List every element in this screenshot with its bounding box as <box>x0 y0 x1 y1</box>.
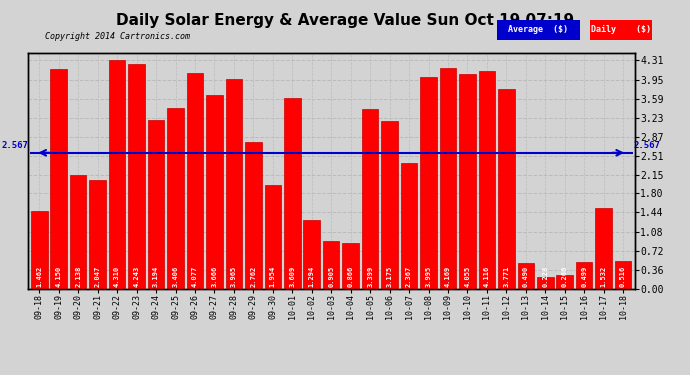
Bar <box>304 220 320 289</box>
Bar <box>109 60 126 289</box>
Text: 3.399: 3.399 <box>367 266 373 287</box>
Bar <box>323 241 339 289</box>
Text: 2.367: 2.367 <box>406 266 412 287</box>
Bar <box>537 277 553 289</box>
Bar <box>245 142 262 289</box>
Text: 0.499: 0.499 <box>581 266 587 287</box>
Bar <box>362 109 378 289</box>
Text: 3.406: 3.406 <box>172 266 179 287</box>
Text: 4.077: 4.077 <box>192 266 198 287</box>
Bar <box>479 71 495 289</box>
Bar <box>595 208 612 289</box>
Text: Daily Solar Energy & Average Value Sun Oct 19 07:19: Daily Solar Energy & Average Value Sun O… <box>116 13 574 28</box>
Bar <box>90 180 106 289</box>
Text: 2.567: 2.567 <box>634 141 661 150</box>
Bar <box>206 94 223 289</box>
Text: 4.150: 4.150 <box>56 266 61 287</box>
Bar <box>401 164 417 289</box>
Text: 2.047: 2.047 <box>95 266 101 287</box>
Text: Copyright 2014 Cartronics.com: Copyright 2014 Cartronics.com <box>45 32 190 41</box>
Bar <box>148 120 164 289</box>
Bar <box>518 263 534 289</box>
Text: 4.055: 4.055 <box>464 266 471 287</box>
Bar <box>342 243 359 289</box>
Text: 0.266: 0.266 <box>562 266 568 287</box>
Text: 0.228: 0.228 <box>542 266 549 287</box>
Bar <box>420 77 437 289</box>
Bar <box>440 68 456 289</box>
Text: 4.116: 4.116 <box>484 266 490 287</box>
Text: 0.490: 0.490 <box>523 266 529 287</box>
Bar <box>70 176 86 289</box>
Text: 3.771: 3.771 <box>503 266 509 287</box>
Text: 1.954: 1.954 <box>270 266 276 287</box>
Text: 4.310: 4.310 <box>114 266 120 287</box>
Text: 3.666: 3.666 <box>211 266 217 287</box>
Bar <box>498 89 515 289</box>
Text: 3.995: 3.995 <box>426 266 431 287</box>
Bar <box>50 69 67 289</box>
Bar <box>187 73 204 289</box>
Bar <box>382 121 398 289</box>
Text: 1.294: 1.294 <box>308 266 315 287</box>
Text: Daily    ($): Daily ($) <box>591 26 651 34</box>
Bar <box>264 185 281 289</box>
Text: 2.567: 2.567 <box>1 141 28 150</box>
Text: 3.965: 3.965 <box>231 266 237 287</box>
Text: 1.462: 1.462 <box>37 266 42 287</box>
Bar <box>284 98 301 289</box>
Bar <box>556 274 573 289</box>
Text: 3.194: 3.194 <box>153 266 159 287</box>
Bar <box>615 261 631 289</box>
Bar <box>226 79 242 289</box>
Text: 1.532: 1.532 <box>601 266 607 287</box>
Text: 0.516: 0.516 <box>620 266 626 287</box>
Text: 3.609: 3.609 <box>289 266 295 287</box>
Text: 4.243: 4.243 <box>134 266 139 287</box>
Text: 4.169: 4.169 <box>445 266 451 287</box>
Text: 0.866: 0.866 <box>348 266 354 287</box>
Text: Average  ($): Average ($) <box>509 26 568 34</box>
Bar <box>31 211 48 289</box>
Bar <box>167 108 184 289</box>
Bar <box>128 64 145 289</box>
Text: 2.138: 2.138 <box>75 266 81 287</box>
Bar <box>459 74 475 289</box>
Text: 3.175: 3.175 <box>386 266 393 287</box>
Text: 0.905: 0.905 <box>328 266 334 287</box>
Bar <box>576 262 593 289</box>
Text: 2.762: 2.762 <box>250 266 257 287</box>
